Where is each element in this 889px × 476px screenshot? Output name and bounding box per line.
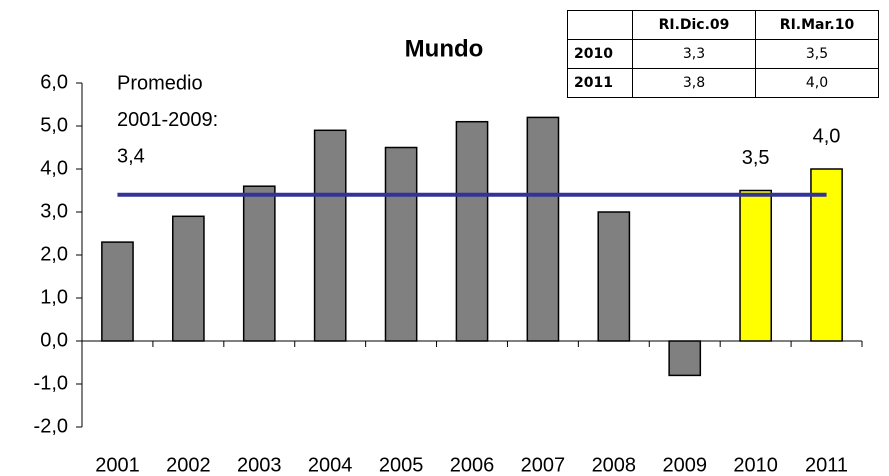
x-tick-label: 2008 <box>592 454 637 476</box>
bar <box>242 185 276 342</box>
table-corner <box>567 10 633 40</box>
x-tick-label: 2006 <box>450 454 495 476</box>
row-header: 2010 <box>567 39 633 69</box>
chart-title: Mundo <box>405 35 484 62</box>
table-cell: 3,5 <box>755 39 879 69</box>
y-tick-label: 6,0 <box>40 71 68 93</box>
bar <box>384 146 418 342</box>
table-row: 2011 3,8 4,0 <box>567 68 879 98</box>
column-header: RI.Dic.09 <box>632 10 756 40</box>
y-tick-label: -1,0 <box>34 372 68 394</box>
table-row: 2010 3,3 3,5 <box>567 39 879 69</box>
y-tick-label: 3,0 <box>40 200 68 222</box>
bar <box>172 215 205 342</box>
bar <box>668 340 702 377</box>
bar <box>739 189 772 342</box>
x-tick-label: 2005 <box>379 454 424 476</box>
average-label: 2001-2009: <box>117 109 218 131</box>
bar <box>597 211 631 342</box>
table-cell: 3,8 <box>632 68 756 98</box>
column-header: RI.Mar.10 <box>755 10 879 40</box>
bar <box>455 120 489 342</box>
y-tick-label: 0,0 <box>40 329 68 351</box>
forecast-table: RI.Dic.09 RI.Mar.10 2010 3,3 3,5 2011 3,… <box>567 10 879 98</box>
y-tick-label: -2,0 <box>34 415 68 437</box>
bar <box>101 241 134 342</box>
x-tick-label: 2010 <box>733 454 778 476</box>
bar <box>526 116 560 342</box>
value-label: 3,5 <box>742 147 770 169</box>
x-tick-label: 2004 <box>308 454 353 476</box>
x-tick-label: 2011 <box>805 454 848 476</box>
bar <box>313 129 347 342</box>
x-tick-label: 2007 <box>521 454 566 476</box>
x-tick-label: 2003 <box>237 454 282 476</box>
x-tick-label: 2001 <box>95 454 140 476</box>
value-label: 4,0 <box>813 125 841 147</box>
y-tick-label: 5,0 <box>40 114 68 136</box>
y-tick-label: 4,0 <box>40 157 68 179</box>
x-tick-label: 2002 <box>166 454 211 476</box>
y-tick-label: 2,0 <box>40 243 68 265</box>
average-label: Promedio <box>117 72 203 94</box>
y-tick-label: 1,0 <box>40 286 68 308</box>
x-tick-label: 2009 <box>662 454 707 476</box>
average-label: 3,4 <box>117 145 145 167</box>
table-cell: 3,3 <box>632 39 756 69</box>
row-header: 2011 <box>567 68 633 98</box>
table-header: RI.Dic.09 RI.Mar.10 <box>567 10 879 40</box>
table-cell: 4,0 <box>755 68 879 98</box>
